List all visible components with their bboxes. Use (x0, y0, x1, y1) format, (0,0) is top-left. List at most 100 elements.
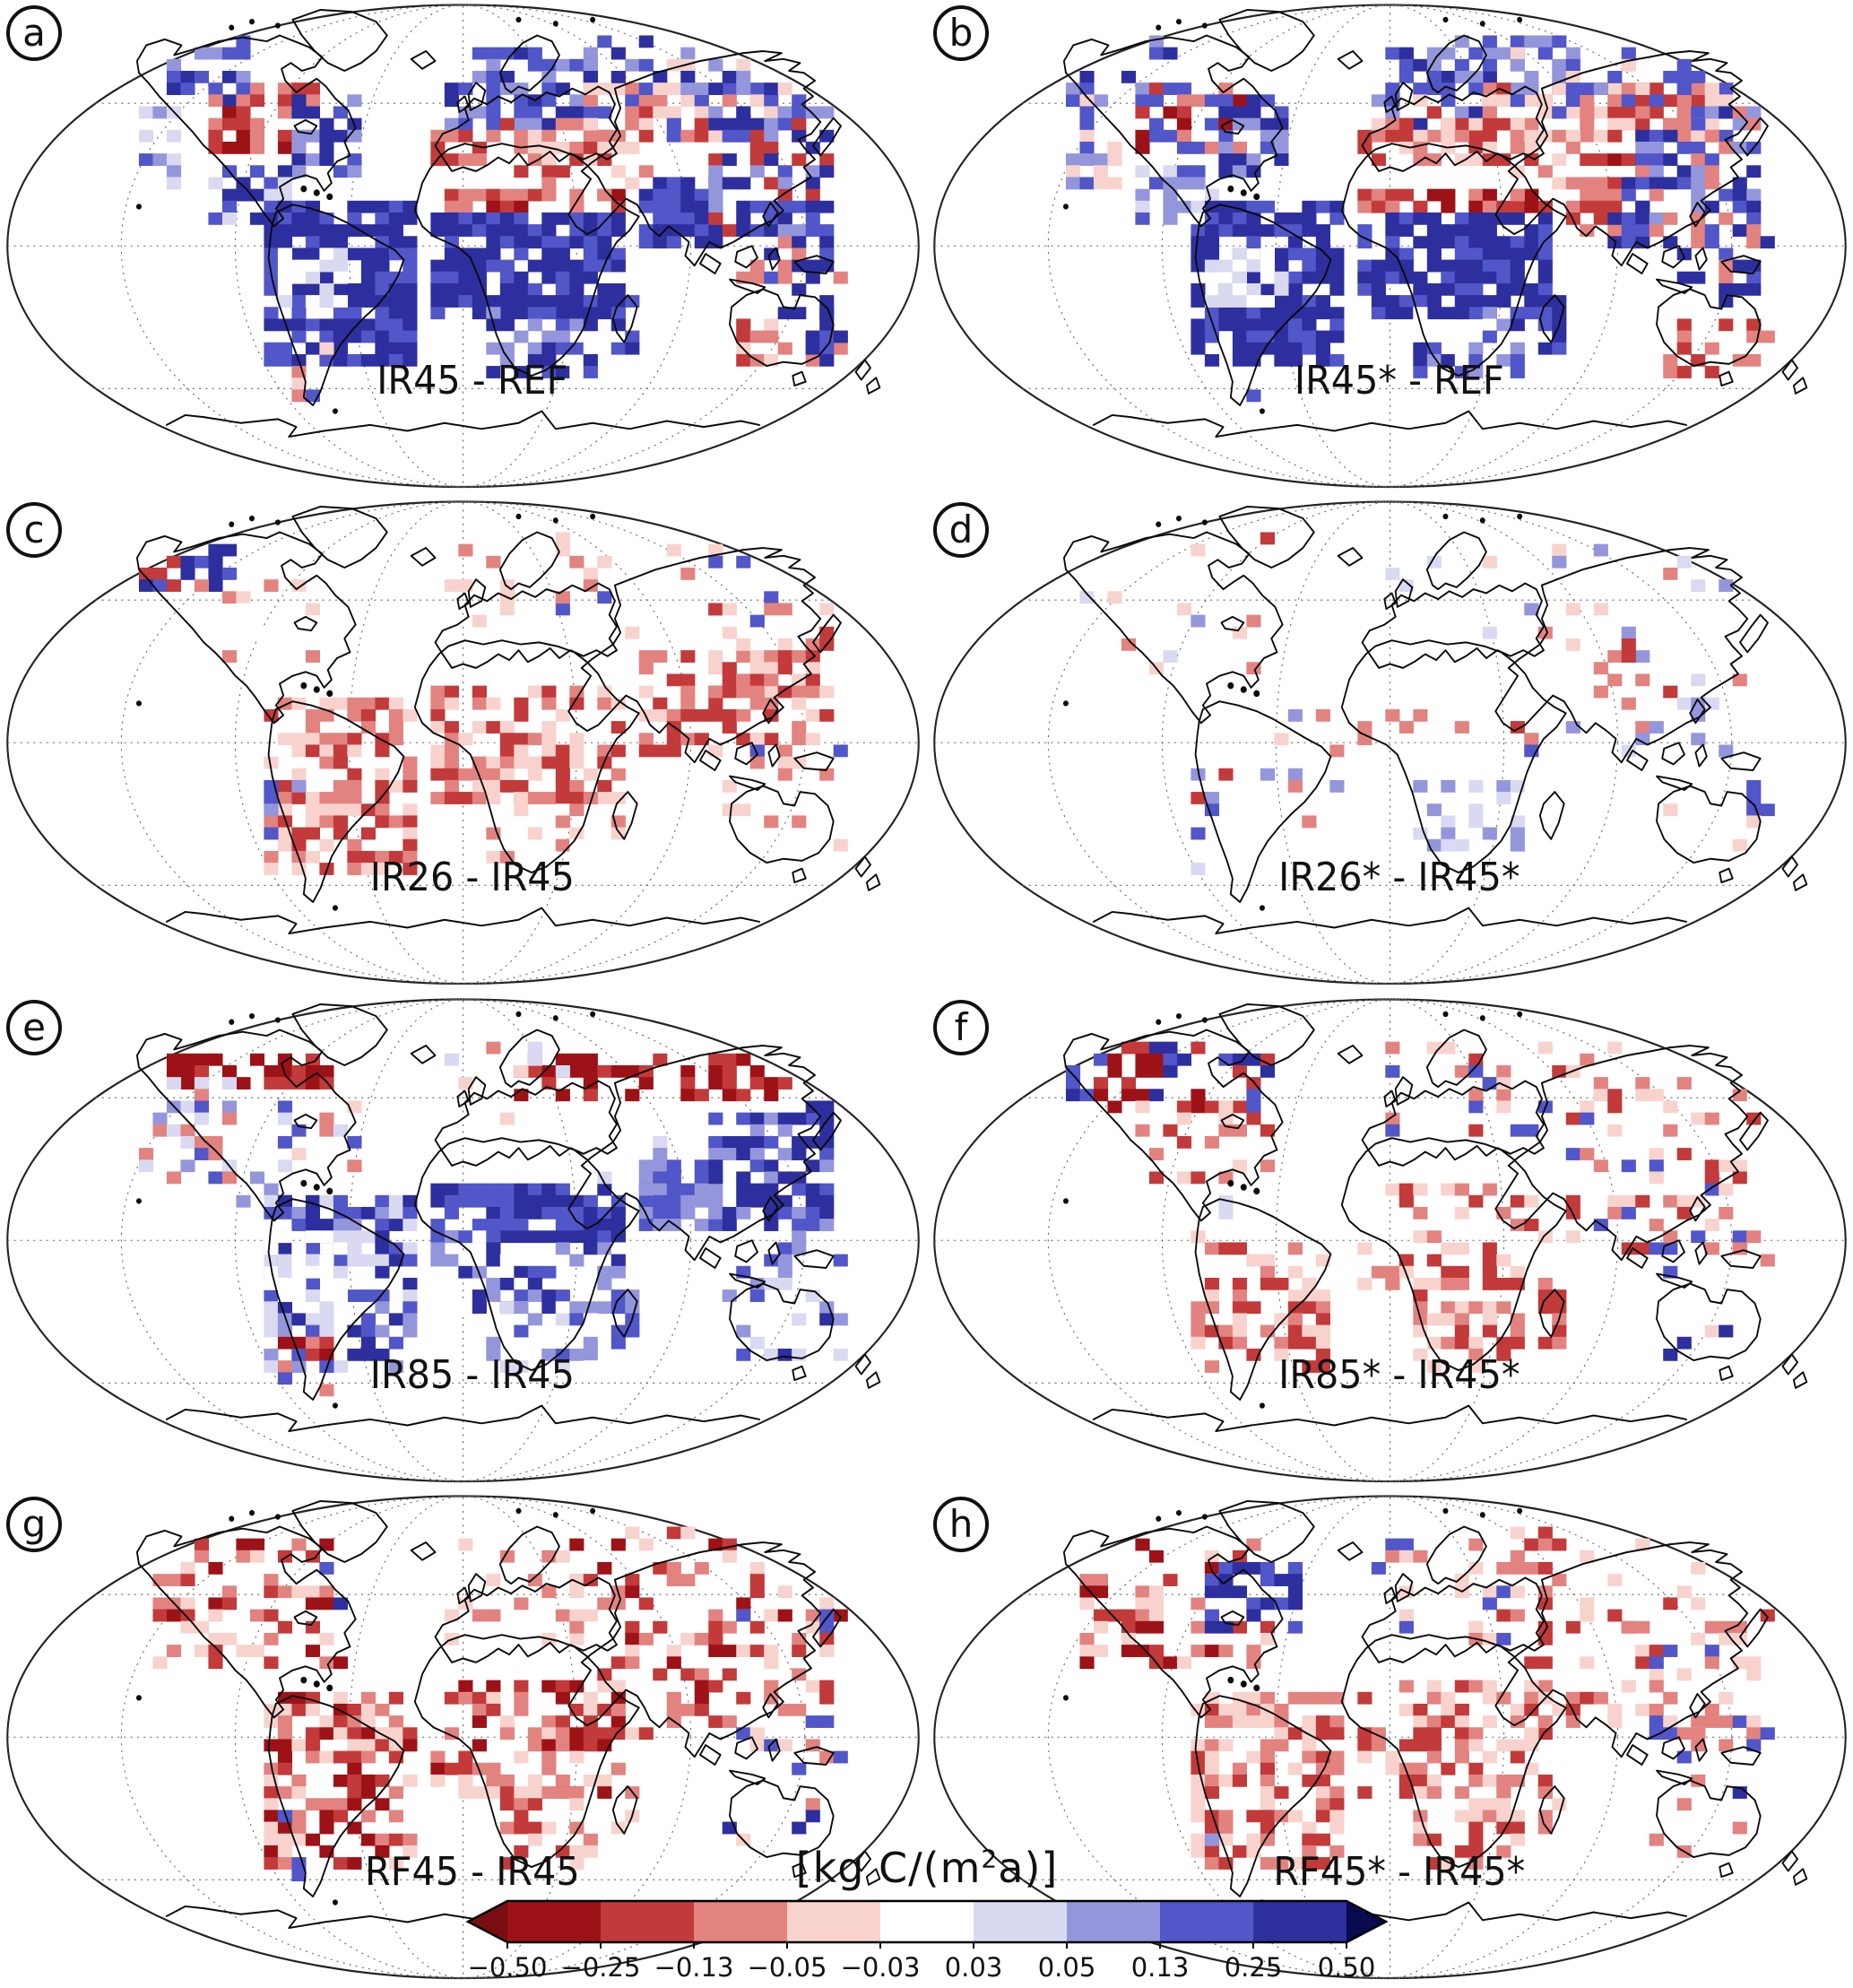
heat-cell (583, 212, 598, 225)
japan-outline (1739, 613, 1769, 654)
heat-cell (569, 1785, 584, 1799)
heat-cell (722, 94, 737, 108)
heat-cell (444, 579, 459, 593)
heat-cell (264, 1229, 279, 1243)
heat-cell (1565, 141, 1580, 154)
heat-cell (277, 1727, 293, 1740)
heat-cell (221, 1112, 238, 1124)
heat-cell (736, 1135, 751, 1149)
heat-cell (1635, 733, 1650, 746)
heat-cell (360, 200, 376, 213)
heat-cell (666, 1691, 681, 1705)
heat-cell (764, 1076, 779, 1089)
heat-cell (1580, 1099, 1595, 1113)
heat-cell (1691, 1632, 1706, 1645)
heat-cell (499, 1229, 515, 1243)
heat-cell (1302, 815, 1317, 829)
heat-cell (1537, 165, 1553, 178)
japan-outline (812, 117, 842, 157)
heat-cell (319, 792, 334, 805)
heat-cell (403, 1300, 418, 1314)
heat-cell (138, 1159, 154, 1172)
heat-cell (764, 733, 779, 746)
heat-cell (1454, 1324, 1469, 1337)
heat-cell (236, 1538, 251, 1551)
heat-cell (444, 94, 459, 108)
heat-cell (403, 1845, 418, 1858)
heat-cell (347, 1774, 362, 1787)
heat-cell (360, 1312, 376, 1325)
heat-cell (1593, 106, 1608, 119)
heat-cell (1468, 236, 1484, 249)
heat-cell (1441, 200, 1456, 213)
heat-cell (1191, 543, 1206, 557)
heat-cell (569, 1064, 584, 1078)
heat-cell (499, 282, 515, 296)
heat-cell (819, 224, 835, 237)
heat-cell (1441, 780, 1456, 794)
heat-cell (583, 1194, 598, 1208)
heat-cell (625, 177, 640, 190)
heat-cells (138, 532, 848, 876)
heat-cell (1719, 1620, 1734, 1634)
heat-cell (1468, 129, 1484, 143)
heat-cell (1274, 141, 1289, 154)
heat-cell (333, 1856, 348, 1870)
heat-cell (360, 1206, 376, 1220)
heat-cell (1482, 353, 1497, 367)
heat-cell (221, 70, 238, 83)
heat-cell (388, 815, 403, 829)
heat-cell (722, 1206, 737, 1220)
heat-cell (1204, 1135, 1220, 1149)
heat-cell (694, 1159, 709, 1172)
heat-cell (375, 1739, 390, 1752)
colorbar-segment (787, 1901, 880, 1942)
heat-cell (486, 247, 501, 261)
heat-cell (1649, 153, 1664, 166)
heat-cell (1148, 35, 1165, 48)
panel-label: IR45* - REF (1295, 358, 1504, 404)
heat-cell (388, 1359, 403, 1373)
heat-cell (319, 153, 334, 166)
heat-cell (680, 685, 696, 699)
heat-cell (430, 756, 446, 769)
heat-cell (486, 82, 501, 95)
heat-cell (555, 1053, 570, 1066)
heat-cell (514, 1206, 529, 1220)
colorbar-title-exponent: 2 (981, 1844, 999, 1874)
heat-cell (1649, 224, 1664, 237)
heat-cell (597, 1229, 612, 1243)
heat-cell (1218, 1715, 1234, 1728)
australia-outline (1656, 288, 1762, 368)
heat-cell (1454, 1750, 1469, 1764)
heat-cell (221, 1632, 238, 1645)
heat-cell (1552, 177, 1567, 190)
heat-cell (499, 117, 515, 131)
heat-cell (1357, 721, 1372, 734)
heat-cell (1537, 1300, 1553, 1314)
heat-cell (625, 1526, 640, 1540)
heat-cell (1746, 780, 1762, 794)
map-panel-h: h (927, 1491, 1853, 1988)
heat-cell (792, 224, 807, 237)
heat-cell (444, 117, 459, 131)
heat-cell (1302, 342, 1317, 355)
heat-cell (264, 1254, 279, 1266)
heat-cell (319, 1229, 334, 1243)
heat-cell (1635, 1620, 1650, 1634)
heat-cell (277, 271, 293, 284)
heat-cell (1148, 1609, 1165, 1622)
heat-cell (166, 1064, 182, 1078)
heat-cell (472, 282, 487, 296)
heat-cell (1315, 247, 1330, 261)
heat-cell (610, 247, 626, 261)
heat-cell (1719, 212, 1734, 225)
heat-cell (1454, 721, 1469, 734)
heat-cell (221, 1585, 238, 1598)
heat-cell (1537, 1561, 1553, 1575)
heat-cell (333, 1218, 348, 1231)
heat-cell (1663, 129, 1678, 143)
heat-cell (486, 188, 501, 202)
heat-cell (486, 1241, 501, 1254)
heat-cell (486, 1277, 501, 1290)
